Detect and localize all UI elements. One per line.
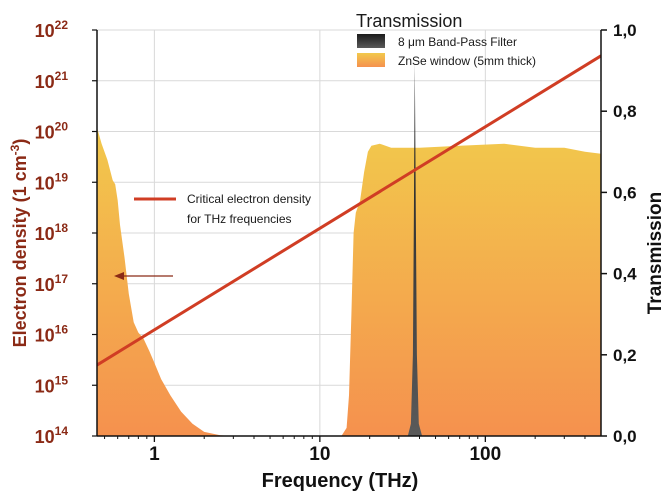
right-axis-tick-label: 0,6 <box>613 183 637 202</box>
bandpass-filter-peak <box>407 62 423 436</box>
left-axis-tick-label: 1019 <box>35 170 69 193</box>
series-layer: Critical electron density for THz frequen… <box>97 54 601 437</box>
x-axis-tick-label: 1 <box>149 444 160 465</box>
legend-label-znse: ZnSe window (5mm thick) <box>398 54 536 68</box>
left-axis-tick-label: 1014 <box>35 424 69 447</box>
x-axis-title: Frequency (THz) <box>262 470 419 491</box>
right-axis-tick-label: 0,4 <box>613 265 637 284</box>
annotation-arrow-head <box>114 272 124 280</box>
legend-title: Transmission <box>356 11 462 31</box>
left-axis-tick-label: 1021 <box>35 69 69 92</box>
critical-legend-label-line1: Critical electron density <box>187 192 311 206</box>
left-axis-tick-label: 1018 <box>35 221 69 244</box>
left-axis-tick-label: 1016 <box>35 323 69 346</box>
legend: Transmission 8 μm Band-Pass Filter ZnSe wi… <box>356 11 536 68</box>
znse-transmission-area <box>97 127 601 437</box>
grid-lines <box>97 29 601 437</box>
critical-density-line <box>97 54 601 367</box>
x-axis-tick-label: 100 <box>469 444 501 465</box>
left-axis-title: Electron density (1 cm-3) <box>8 139 30 348</box>
right-axis-tick-label: 0,2 <box>613 346 637 365</box>
left-axis-tick-label: 1017 <box>35 272 69 295</box>
legend-swatch-znse <box>357 53 385 67</box>
left-axis-tick-label: 1015 <box>35 373 69 396</box>
x-axis-tick-label: 10 <box>309 444 330 465</box>
critical-legend-label-line2: for THz frequencies <box>187 212 292 226</box>
right-axis-tick-label: 0,8 <box>613 102 637 121</box>
axes: 1014 1015 1016 1017 1018 1019 1020 1021 1022 Elec… <box>8 18 666 491</box>
right-axis-title: Transmission <box>645 192 666 315</box>
right-axis-tick-label: 1,0 <box>613 21 637 40</box>
left-axis-tick-label: 1022 <box>35 18 69 41</box>
legend-label-bandpass: 8 μm Band-Pass Filter <box>398 35 517 49</box>
left-axis-tick-label: 1020 <box>35 120 69 143</box>
legend-swatch-bandpass <box>357 34 385 48</box>
right-axis-tick-label: 0,0 <box>613 427 637 446</box>
